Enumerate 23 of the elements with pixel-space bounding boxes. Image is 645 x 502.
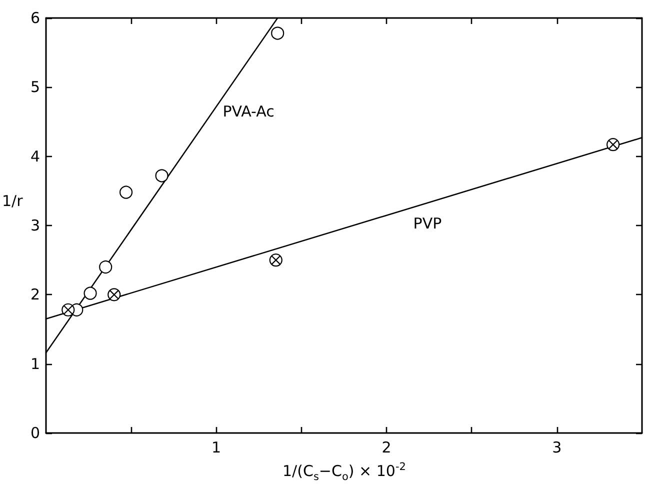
point [99,260,112,274]
y-tick-label: 2 [30,286,40,304]
x-tick-label: 1 [212,438,222,456]
y-tick-label: 6 [30,9,40,27]
x-tick-label: 3 [552,438,562,456]
y-axis-title: 1/r [2,192,23,210]
y-tick-label: 4 [30,147,40,166]
point [119,186,133,199]
point [108,288,121,302]
point [84,286,97,300]
point [269,254,282,267]
y-tick-label: 5 [30,78,40,96]
point [155,169,168,182]
series-label: PVP [413,214,442,232]
point [271,26,284,40]
x-axis-title: 1/(C$_{s}$−C$_{o}$) × 10$^{-2}$ [282,461,406,484]
y-tick-label: 0 [30,424,40,442]
x-tick-label: 2 [382,438,392,456]
y-tick-label: 3 [30,216,40,234]
y-tick-label: 1 [30,354,40,373]
point [606,138,620,152]
series-label: PVA-Ac [222,102,274,121]
point [62,303,75,316]
